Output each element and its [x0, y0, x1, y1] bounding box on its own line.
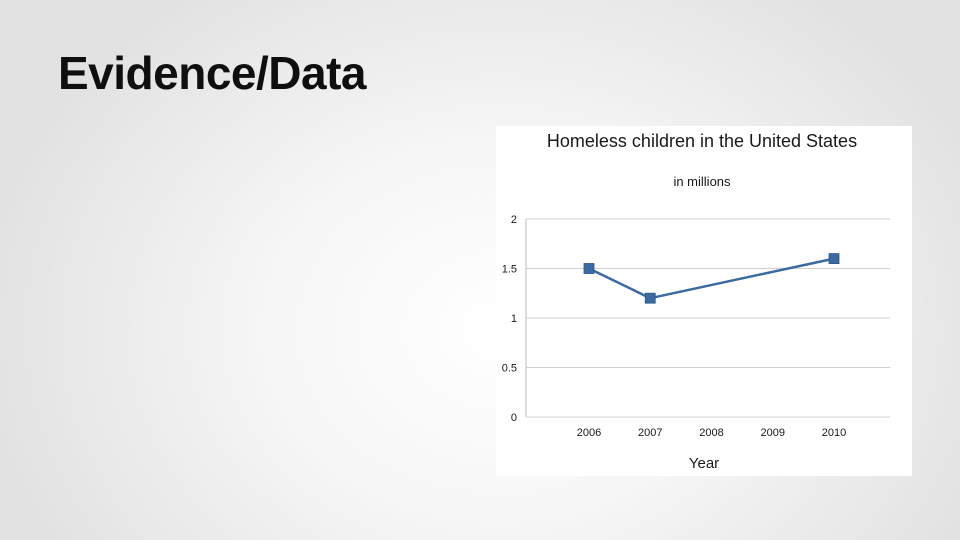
series — [583, 253, 840, 304]
y-tick-label: 0.5 — [502, 363, 517, 375]
x-tick-label: 2009 — [761, 427, 785, 439]
x-tick-label: 2006 — [577, 427, 601, 439]
slide-title: Evidence/Data — [58, 47, 366, 99]
axis-ticks: 0 0.5 1 1.5 2 2006 2007 2008 2009 2010 — [502, 214, 847, 439]
x-tick-label: 2008 — [699, 427, 723, 439]
chart-title: Homeless children in the United States — [547, 131, 857, 151]
data-point — [644, 292, 656, 304]
data-point — [828, 253, 840, 264]
gridlines — [525, 218, 890, 418]
chart-panel: Homeless children in the United States i… — [496, 126, 912, 476]
x-tick-label: 2010 — [822, 427, 846, 439]
y-tick-label: 1 — [511, 313, 517, 325]
chart-subtitle: in millions — [673, 174, 731, 189]
y-tick-label: 0 — [511, 412, 517, 424]
y-tick-label: 1.5 — [502, 264, 517, 276]
series-line — [588, 257, 835, 300]
y-tick-label: 2 — [511, 214, 517, 226]
x-tick-label: 2007 — [638, 427, 662, 439]
x-axis-label: Year — [689, 455, 719, 472]
data-point — [583, 263, 595, 274]
line-chart: Homeless children in the United States i… — [502, 131, 890, 472]
